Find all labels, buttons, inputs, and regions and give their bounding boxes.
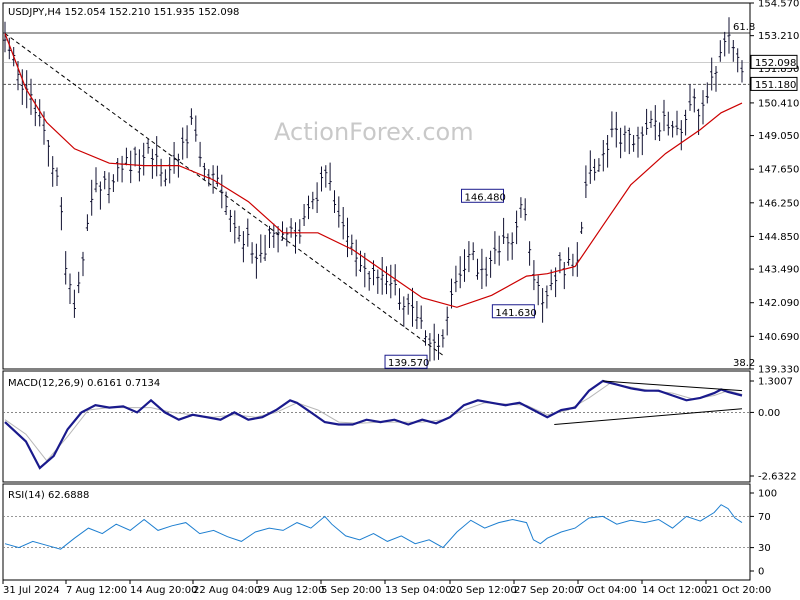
level-price-tag-label: 151.180 bbox=[755, 80, 796, 91]
x-tick-label: 27 Sep 20:00 bbox=[514, 585, 581, 596]
price-annotation-box bbox=[491, 304, 535, 319]
macd-y-tick-label: 0.00 bbox=[758, 408, 780, 419]
descending-trendline bbox=[4, 33, 444, 356]
fib-61-8-label: 61.8 bbox=[733, 22, 755, 33]
price-y-tick-label: 144.850 bbox=[758, 232, 799, 243]
moving-average-line bbox=[4, 33, 743, 308]
x-tick-label: 5 Sep 20:00 bbox=[321, 585, 381, 596]
price-annotation-label: 141.630 bbox=[495, 308, 536, 319]
price-y-tick-label: 154.570 bbox=[758, 0, 799, 10]
macd-line bbox=[4, 379, 743, 470]
price-y-tick-label: 147.650 bbox=[758, 165, 799, 176]
x-tick-label: 14 Oct 12:00 bbox=[642, 585, 707, 596]
price-annotation-label: 146.480 bbox=[465, 192, 506, 203]
price-chart-title: USDJPY,H4 152.054 152.210 151.935 152.09… bbox=[8, 7, 239, 18]
current-price-tag bbox=[750, 54, 798, 69]
rsi-layer bbox=[3, 504, 750, 550]
x-tick-label: 29 Aug 12:00 bbox=[257, 585, 324, 596]
rsi-y-tick-label: 70 bbox=[758, 512, 771, 523]
price-y-tick-label: 139.330 bbox=[758, 365, 799, 376]
rsi-panel bbox=[2, 483, 751, 581]
price-y-tick-label: 146.250 bbox=[758, 198, 799, 209]
macd-panel bbox=[2, 370, 751, 483]
price-layer: 61.8 38.2 146.480 141.630 139.570 bbox=[3, 17, 755, 369]
x-tick-label: 31 Jul 2024 bbox=[3, 585, 60, 596]
macd-y-tick-label: 1.3007 bbox=[758, 377, 793, 388]
rsi-title: RSI(14) 62.6888 bbox=[8, 490, 89, 501]
x-tick-label: 7 Oct 04:00 bbox=[578, 585, 637, 596]
rsi-y-tick-label: 30 bbox=[758, 543, 771, 554]
macd-upper-trendline bbox=[602, 380, 743, 392]
price-annotation-box bbox=[384, 354, 428, 369]
price-y-tick-label: 142.090 bbox=[758, 298, 799, 309]
x-tick-label: 21 Oct 20:00 bbox=[706, 585, 771, 596]
price-y-tick-label: 151.850 bbox=[758, 64, 799, 75]
current-price-tag-label: 152.098 bbox=[755, 58, 796, 69]
level-price-tag bbox=[750, 76, 798, 91]
price-y-tick-label: 140.690 bbox=[758, 332, 799, 343]
rsi-line bbox=[4, 504, 743, 550]
macd-lower-trendline bbox=[554, 408, 743, 425]
x-tick-label: 14 Aug 20:00 bbox=[130, 585, 197, 596]
x-tick-label: 7 Aug 12:00 bbox=[66, 585, 127, 596]
price-panel bbox=[2, 2, 751, 370]
macd-title: MACD(12,26,9) 0.6161 0.7134 bbox=[8, 378, 160, 389]
price-annotation-box bbox=[461, 188, 505, 203]
y-axis: 154.570 153.210 151.850 150.410 149.050 147.6… bbox=[750, 0, 799, 578]
x-tick-label: 22 Aug 04:00 bbox=[193, 585, 260, 596]
rsi-y-tick-label: 100 bbox=[758, 489, 777, 500]
price-y-tick-label: 150.410 bbox=[758, 98, 799, 109]
price-y-tick-label: 153.210 bbox=[758, 31, 799, 42]
macd-signal-line bbox=[4, 382, 743, 462]
x-tick-label: 20 Sep 12:00 bbox=[450, 585, 517, 596]
macd-y-tick-label: -2.6322 bbox=[758, 472, 797, 483]
price-y-tick-label: 149.050 bbox=[758, 131, 799, 142]
macd-layer bbox=[3, 379, 750, 470]
watermark: ActionForex.com bbox=[274, 118, 474, 146]
x-tick-label: 13 Sep 04:00 bbox=[385, 585, 452, 596]
rsi-y-tick-label: 0 bbox=[758, 567, 764, 578]
price-annotation-label: 139.570 bbox=[388, 358, 429, 369]
price-y-tick-label: 143.490 bbox=[758, 265, 799, 276]
fib-38-2-label: 38.2 bbox=[733, 358, 755, 369]
